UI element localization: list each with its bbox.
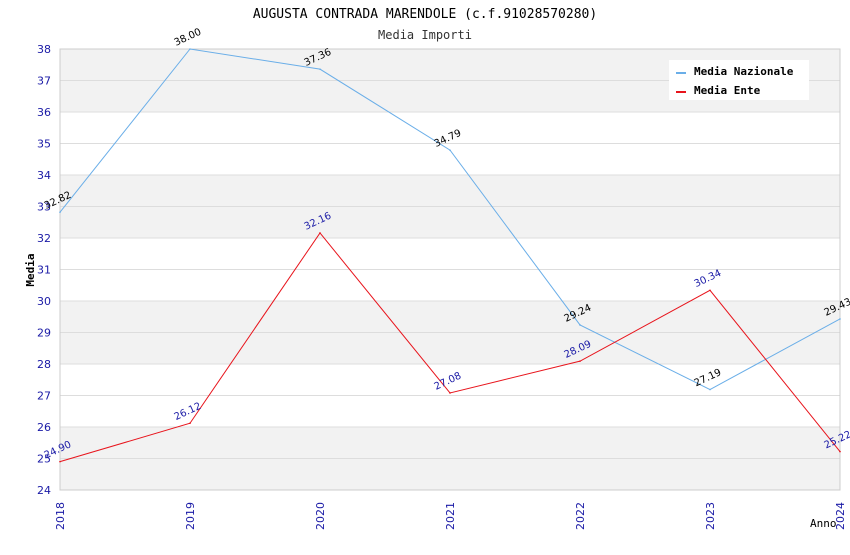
chart-title: AUGUSTA CONTRADA MARENDOLE (c.f.91028570… xyxy=(253,7,597,22)
y-tick-label: 30 xyxy=(37,295,51,308)
plot-frame xyxy=(59,48,841,491)
data-point xyxy=(189,48,191,50)
y-tick-label: 38 xyxy=(37,43,51,56)
data-point xyxy=(579,360,581,362)
background-band xyxy=(60,332,840,364)
data-point xyxy=(449,149,451,151)
background-band xyxy=(60,269,840,301)
background-band xyxy=(60,112,840,144)
background-band xyxy=(60,175,840,207)
background-band xyxy=(60,458,840,490)
data-point xyxy=(319,232,321,234)
y-tick-label: 32 xyxy=(37,232,51,245)
chart-subtitle: Media Importi xyxy=(378,28,472,42)
data-point xyxy=(839,450,841,453)
y-axis-ticks: 24 25 26 27 28 29 30 31 32 33 34 35 36 37 38 xyxy=(37,43,51,497)
legend-label-media-ente: Media Ente xyxy=(694,84,761,97)
legend-box xyxy=(669,60,809,100)
data-label: 38.00 xyxy=(173,27,204,49)
x-tick-label: 2024 xyxy=(834,502,847,530)
data-point xyxy=(59,460,61,463)
data-point xyxy=(709,289,711,292)
y-tick-label: 36 xyxy=(37,106,51,119)
background-band xyxy=(60,301,840,333)
x-tick-label: 2021 xyxy=(444,502,457,530)
x-tick-label: 2018 xyxy=(54,502,67,530)
x-axis-ticks: 2018 2019 2020 2021 2022 2023 2024 xyxy=(54,502,847,530)
plot-background-bands xyxy=(60,49,840,490)
y-tick-label: 34 xyxy=(37,169,51,182)
x-tick-label: 2019 xyxy=(184,502,197,530)
y-axis-label: Media xyxy=(24,253,37,286)
data-point xyxy=(189,422,191,425)
y-tick-label: 33 xyxy=(37,201,51,214)
legend-label-media-nazionale: Media Nazionale xyxy=(694,65,794,78)
data-point xyxy=(449,392,451,394)
y-tick-label: 24 xyxy=(37,484,51,497)
series-layer xyxy=(59,48,841,463)
background-band xyxy=(60,238,840,270)
x-tick-label: 2022 xyxy=(574,502,587,530)
data-point xyxy=(709,388,711,391)
y-tick-label: 28 xyxy=(37,358,51,371)
x-tick-label: 2020 xyxy=(314,502,327,530)
background-band xyxy=(60,143,840,175)
background-band xyxy=(60,206,840,238)
y-tick-label: 26 xyxy=(37,421,51,434)
data-point xyxy=(59,211,61,213)
y-tick-label: 35 xyxy=(37,138,51,151)
y-tick-label: 37 xyxy=(37,75,51,88)
x-tick-label: 2023 xyxy=(704,502,717,530)
data-point xyxy=(319,68,321,70)
background-band xyxy=(60,427,840,459)
legend: Media Nazionale Media Ente xyxy=(669,60,809,100)
background-band xyxy=(60,395,840,427)
y-tick-label: 25 xyxy=(37,453,51,466)
y-tick-label: 29 xyxy=(37,327,51,340)
y-tick-label: 27 xyxy=(37,390,51,403)
data-point xyxy=(839,318,841,320)
data-point xyxy=(579,324,581,326)
x-axis-label: Anno xyxy=(810,517,837,530)
y-tick-label: 31 xyxy=(37,264,51,277)
